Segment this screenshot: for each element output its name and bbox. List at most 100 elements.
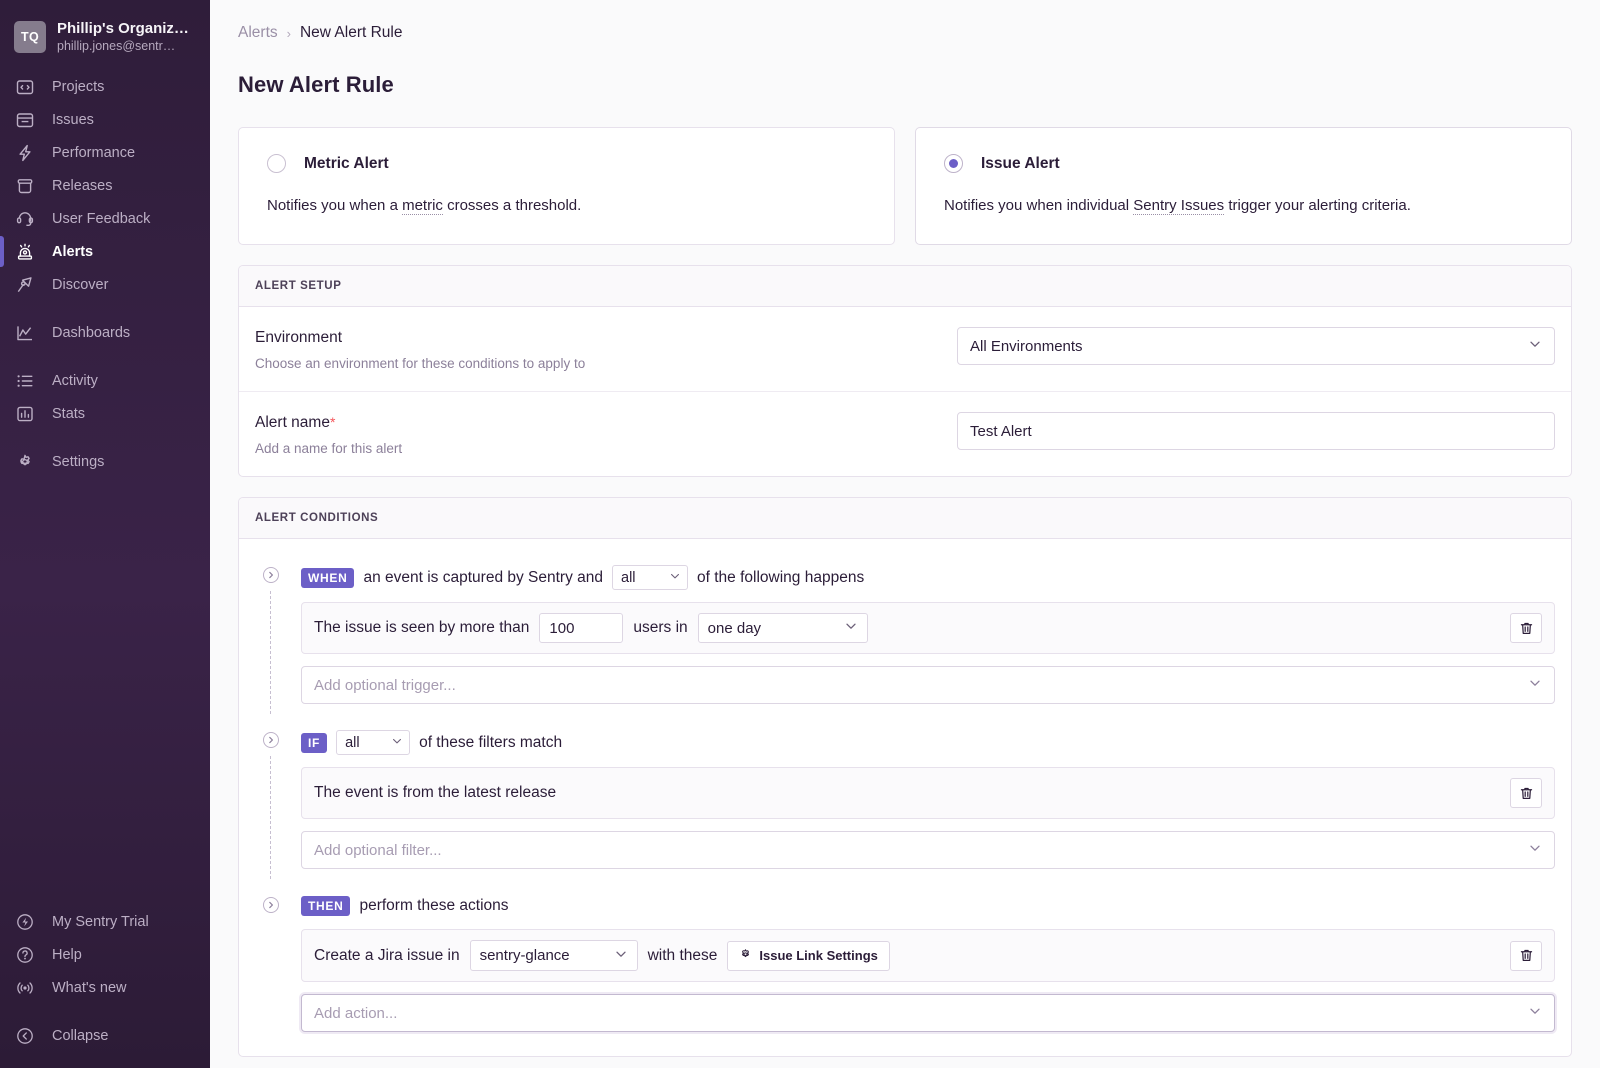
when-group: WHEN an event is captured by Sentry and … bbox=[255, 565, 1555, 714]
alert-conditions-panel: Alert Conditions WHEN an event is captur… bbox=[238, 497, 1572, 1057]
page-title: New Alert Rule bbox=[238, 72, 394, 97]
issue-desc-after: trigger your alerting criteria. bbox=[1224, 197, 1411, 214]
metric-hint[interactable]: metric bbox=[402, 197, 443, 215]
sidebar-item-my-sentry-trial[interactable]: My Sentry Trial bbox=[0, 905, 210, 938]
add-optional-filter-placeholder: Add optional filter... bbox=[314, 841, 442, 859]
metric-alert-radio[interactable] bbox=[267, 154, 286, 173]
sidebar-item-activity[interactable]: Activity bbox=[0, 364, 210, 397]
jira-project-select[interactable]: sentry-glance bbox=[469, 940, 638, 971]
sidebar-item-discover[interactable]: Discover bbox=[0, 268, 210, 301]
issue-alert-card[interactable]: Issue Alert Notifies you when individual… bbox=[915, 127, 1572, 245]
dashboards-icon bbox=[14, 322, 36, 344]
alert-name-row: Alert name* Add a name for this alert bbox=[239, 392, 1571, 476]
user-email: phillip.jones@sentr… bbox=[57, 39, 176, 53]
sidebar-item-label: Projects bbox=[52, 78, 105, 95]
add-action-placeholder: Add action... bbox=[314, 1004, 398, 1022]
issue-link-settings-label: Issue Link Settings bbox=[759, 948, 878, 963]
metric-alert-card[interactable]: Metric Alert Notifies you when a metric … bbox=[238, 127, 895, 245]
alerts-icon bbox=[14, 241, 36, 263]
then-group: THEN perform these actions Create a Jira… bbox=[255, 895, 1555, 1032]
organization-switcher[interactable]: TQ Phillip's Organiz… phillip.jones@sent… bbox=[0, 14, 210, 70]
when-chip: WHEN bbox=[301, 567, 355, 588]
delete-action-button[interactable] bbox=[1510, 940, 1542, 971]
alert-name-input[interactable] bbox=[957, 412, 1555, 450]
sidebar-item-releases[interactable]: Releases bbox=[0, 169, 210, 202]
sidebar-item-settings[interactable]: Settings bbox=[0, 445, 210, 478]
chevron-right-circle-icon bbox=[263, 732, 279, 748]
sidebar-collapse-button[interactable]: Collapse bbox=[0, 1019, 210, 1052]
sidebar-item-alerts[interactable]: Alerts bbox=[0, 235, 210, 268]
sidebar-item-performance[interactable]: Performance bbox=[0, 136, 210, 169]
interval-select[interactable]: one day bbox=[697, 613, 868, 643]
chevron-down-icon bbox=[1528, 1004, 1542, 1022]
issue-link-settings-button[interactable]: Issue Link Settings bbox=[727, 940, 890, 971]
stats-icon bbox=[14, 403, 36, 425]
if-match-value: all bbox=[345, 734, 360, 751]
environment-select-value: All Environments bbox=[970, 337, 1083, 355]
chevron-down-icon bbox=[669, 570, 681, 586]
sidebar-item-label: My Sentry Trial bbox=[52, 913, 149, 930]
if-match-select[interactable]: all bbox=[336, 730, 411, 755]
help-icon bbox=[14, 944, 36, 966]
projects-icon bbox=[14, 76, 36, 98]
avatar: TQ bbox=[14, 21, 46, 53]
add-action-select[interactable]: Add action... bbox=[301, 994, 1555, 1032]
breadcrumb: Alerts › New Alert Rule bbox=[238, 22, 1572, 44]
issue-user-count-input[interactable] bbox=[539, 613, 624, 643]
breadcrumb-alerts[interactable]: Alerts bbox=[238, 24, 278, 41]
sidebar-item-user-feedback[interactable]: User Feedback bbox=[0, 202, 210, 235]
environment-help: Choose an environment for these conditio… bbox=[255, 356, 586, 371]
sidebar: TQ Phillip's Organiz… phillip.jones@sent… bbox=[0, 0, 210, 1068]
chevron-down-icon bbox=[1528, 676, 1542, 694]
delete-filter-button[interactable] bbox=[1510, 778, 1542, 808]
user-feedback-icon bbox=[14, 208, 36, 230]
environment-select[interactable]: All Environments bbox=[957, 327, 1555, 365]
issue-alert-description: Notifies you when individual Sentry Issu… bbox=[944, 196, 1543, 216]
issue-alert-radio[interactable] bbox=[944, 154, 963, 173]
delete-trigger-button[interactable] bbox=[1510, 613, 1542, 643]
metric-desc-after: crosses a threshold. bbox=[442, 197, 582, 214]
chevron-down-icon bbox=[614, 947, 628, 965]
chevron-down-icon bbox=[1528, 337, 1542, 355]
then-chip: THEN bbox=[301, 896, 351, 916]
if-text-after: of these filters match bbox=[419, 733, 563, 751]
required-indicator: * bbox=[329, 414, 336, 430]
sidebar-item-issues[interactable]: Issues bbox=[0, 103, 210, 136]
settings-icon bbox=[14, 451, 36, 473]
sidebar-item-dashboards[interactable]: Dashboards bbox=[0, 316, 210, 349]
chevron-right-circle-icon bbox=[263, 567, 279, 583]
breadcrumb-separator-icon: › bbox=[286, 25, 291, 41]
when-match-select[interactable]: all bbox=[612, 565, 689, 590]
jira-project-value: sentry-glance bbox=[479, 947, 570, 964]
chevron-down-icon bbox=[844, 619, 858, 637]
sidebar-item-label: Dashboards bbox=[52, 324, 131, 341]
alert-name-help: Add a name for this alert bbox=[255, 441, 403, 456]
sidebar-item-help[interactable]: Help bbox=[0, 938, 210, 971]
alert-setup-header: Alert Setup bbox=[239, 266, 1571, 307]
if-rail bbox=[270, 756, 271, 879]
chevron-right-circle-icon bbox=[263, 897, 279, 913]
add-optional-trigger-select[interactable]: Add optional trigger... bbox=[301, 666, 1555, 704]
then-rule-text-before: Create a Jira issue in bbox=[314, 946, 460, 964]
chevron-down-icon bbox=[1528, 841, 1542, 859]
environment-row: Environment Choose an environment for th… bbox=[239, 307, 1571, 392]
sidebar-item-projects[interactable]: Projects bbox=[0, 70, 210, 103]
alert-type-selector: Metric Alert Notifies you when a metric … bbox=[238, 127, 1572, 245]
if-rule-text: The event is from the latest release bbox=[314, 784, 557, 801]
gear-icon bbox=[739, 948, 752, 964]
collapse-icon bbox=[14, 1025, 36, 1047]
if-chip: IF bbox=[301, 732, 328, 753]
then-rule-text-mid: with these bbox=[647, 946, 718, 964]
main-content: Alerts › New Alert Rule New Alert Rule M… bbox=[210, 0, 1600, 1068]
sidebar-item-whats-new[interactable]: What's new bbox=[0, 971, 210, 1004]
sentry-issues-hint[interactable]: Sentry Issues bbox=[1133, 197, 1225, 215]
sidebar-item-stats[interactable]: Stats bbox=[0, 397, 210, 430]
environment-label: Environment bbox=[255, 329, 343, 346]
sidebar-item-label: Activity bbox=[52, 372, 98, 389]
when-rule-text-before: The issue is seen by more than bbox=[314, 619, 530, 636]
add-optional-trigger-placeholder: Add optional trigger... bbox=[314, 676, 456, 694]
add-optional-filter-select[interactable]: Add optional filter... bbox=[301, 831, 1555, 869]
metric-alert-description: Notifies you when a metric crosses a thr… bbox=[267, 196, 866, 216]
issues-icon bbox=[14, 109, 36, 131]
activity-icon bbox=[14, 370, 36, 392]
